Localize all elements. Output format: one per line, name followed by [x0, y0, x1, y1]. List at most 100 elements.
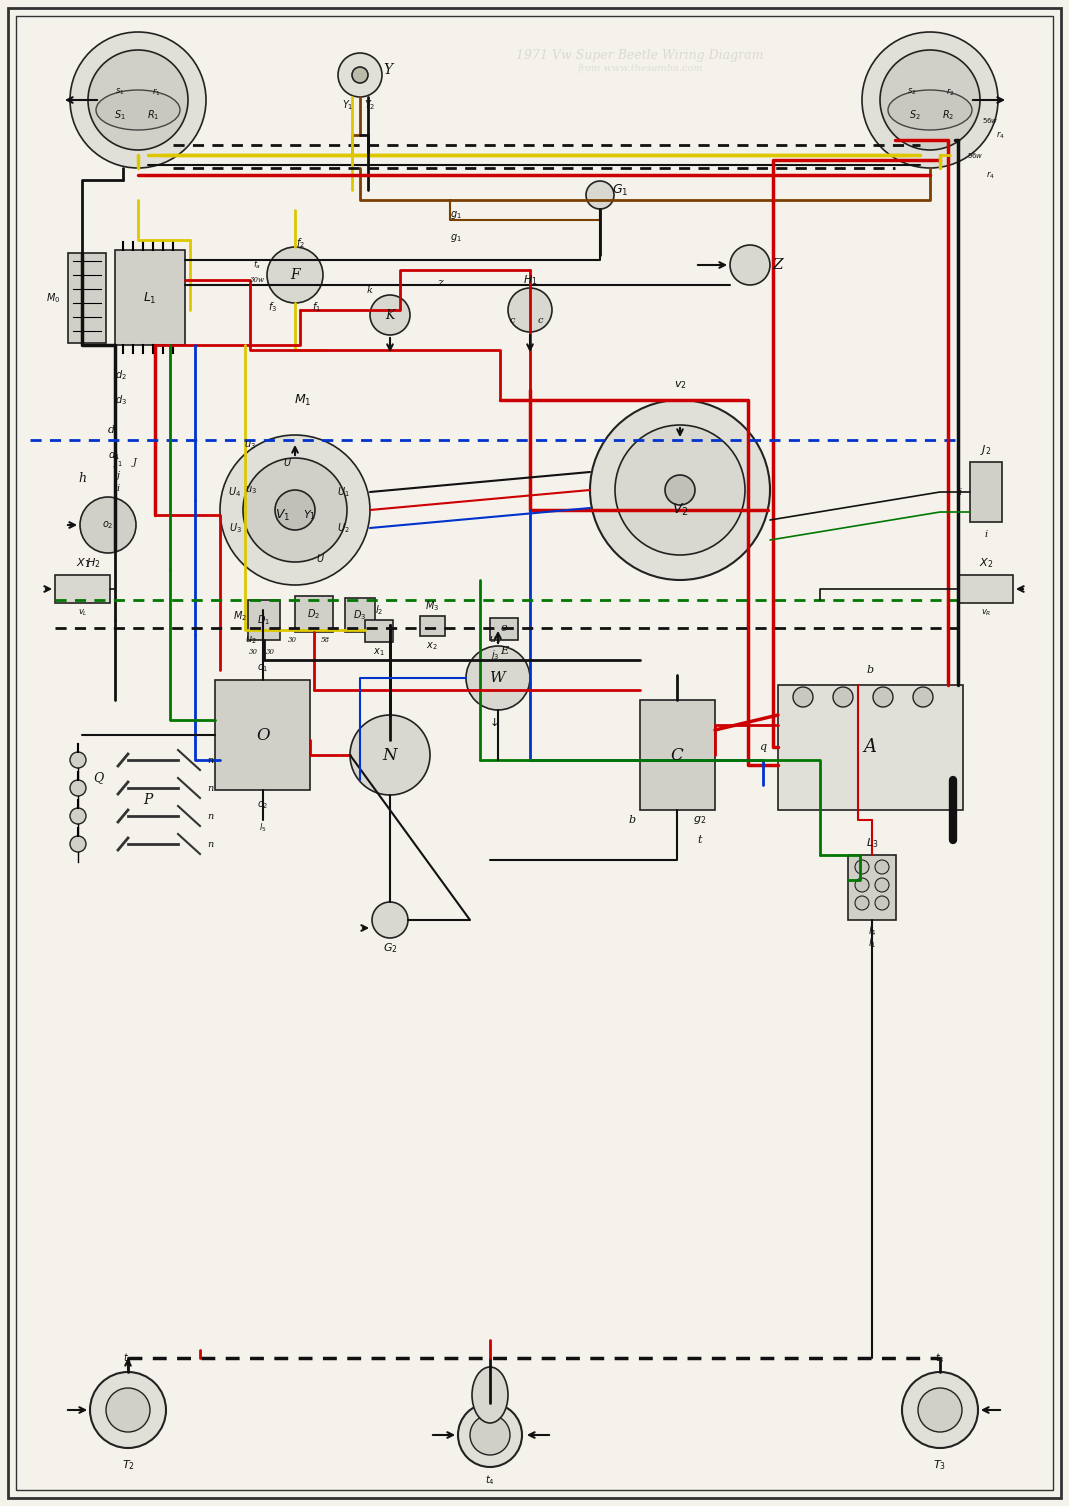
Text: $Y_1$: $Y_1$ [304, 508, 316, 523]
Text: $G_2$: $G_2$ [383, 941, 398, 955]
Circle shape [370, 295, 410, 334]
Text: k: k [367, 286, 373, 295]
Text: $r_4$: $r_4$ [995, 130, 1005, 140]
Text: $x_2$: $x_2$ [427, 640, 438, 652]
Circle shape [466, 646, 530, 709]
Text: q: q [759, 742, 766, 751]
Text: n: n [207, 839, 213, 848]
Text: $V_1$: $V_1$ [276, 508, 291, 523]
Text: $d_1$: $d_1$ [108, 449, 120, 462]
Text: $u_3$: $u_3$ [245, 483, 257, 495]
Text: $t_4$: $t_4$ [485, 1473, 495, 1486]
Circle shape [913, 687, 933, 706]
Bar [365, 620, 393, 642]
Circle shape [615, 425, 745, 556]
Text: $M_1$: $M_1$ [294, 393, 312, 408]
Bar [970, 462, 1002, 523]
Text: $X_1$: $X_1$ [76, 556, 90, 569]
Text: W: W [491, 672, 506, 685]
Text: $56w$: $56w$ [966, 151, 983, 160]
Text: $56w$: $56w$ [981, 116, 998, 125]
Bar [420, 616, 445, 636]
Text: $l_2$: $l_2$ [375, 602, 383, 617]
Text: Z: Z [773, 258, 784, 273]
Text: $U_1$: $U_1$ [337, 485, 350, 498]
Text: $M_0$: $M_0$ [46, 291, 60, 304]
Text: 30: 30 [248, 648, 258, 657]
Text: c: c [538, 315, 543, 324]
Bar [248, 599, 280, 640]
Text: $\downarrow$: $\downarrow$ [487, 715, 498, 727]
Text: $r_4$: $r_4$ [986, 169, 994, 181]
Text: $o_1$: $o_1$ [258, 663, 268, 673]
Text: e: e [500, 623, 508, 633]
Text: $v_L$: $v_L$ [78, 608, 88, 619]
Text: C: C [670, 747, 683, 764]
Text: 30: 30 [265, 648, 275, 657]
Text: $L_3$: $L_3$ [866, 836, 879, 849]
Text: i: i [117, 483, 120, 492]
Text: Y: Y [384, 63, 392, 77]
Text: $S_2$: $S_2$ [909, 108, 920, 122]
Text: P: P [143, 794, 153, 807]
Text: $U_2$: $U_2$ [337, 521, 350, 535]
Bar [115, 250, 185, 345]
Circle shape [873, 687, 893, 706]
Text: $o_2$: $o_2$ [258, 800, 268, 810]
Circle shape [275, 489, 315, 530]
Circle shape [586, 181, 614, 209]
Circle shape [665, 474, 695, 505]
Text: $o_2$: $o_2$ [103, 520, 113, 532]
Bar [295, 596, 334, 633]
Bar [215, 681, 310, 791]
Circle shape [833, 687, 853, 706]
Text: $g_1$: $g_1$ [450, 232, 462, 244]
Circle shape [730, 245, 770, 285]
Ellipse shape [888, 90, 972, 130]
Bar [778, 685, 963, 810]
Circle shape [590, 401, 770, 580]
Circle shape [876, 896, 889, 910]
Text: $D_1$: $D_1$ [258, 613, 270, 626]
Text: $v_2$: $v_2$ [673, 380, 686, 392]
Circle shape [876, 878, 889, 892]
Circle shape [69, 809, 86, 824]
Text: $g_2$: $g_2$ [694, 815, 707, 825]
Text: $M_2$: $M_2$ [233, 608, 247, 623]
Text: $T_3$: $T_3$ [933, 1458, 946, 1471]
Text: $H_2$: $H_2$ [86, 556, 100, 569]
Text: $r_1$: $r_1$ [152, 86, 160, 98]
Text: 30w: 30w [249, 276, 264, 285]
Bar [490, 617, 518, 640]
Text: j: j [117, 470, 120, 479]
Text: c: c [509, 315, 515, 324]
Circle shape [918, 1389, 962, 1432]
Text: i: i [959, 488, 961, 497]
Circle shape [338, 53, 382, 96]
Text: n: n [207, 812, 213, 821]
Circle shape [69, 836, 86, 852]
Text: n: n [207, 783, 213, 792]
Circle shape [855, 878, 869, 892]
Text: $H_1$: $H_1$ [523, 273, 538, 288]
Text: K: K [385, 309, 394, 321]
Text: $U_4$: $U_4$ [229, 485, 242, 498]
Text: $u_3$: $u_3$ [244, 440, 255, 450]
Circle shape [88, 50, 188, 151]
Circle shape [267, 247, 323, 303]
Circle shape [220, 435, 370, 584]
Text: $t_3$: $t_3$ [935, 1351, 945, 1364]
Text: $U$: $U$ [282, 456, 292, 468]
Text: N: N [383, 747, 398, 764]
Circle shape [69, 780, 86, 797]
Text: 58: 58 [321, 636, 329, 645]
Text: $t_2$: $t_2$ [123, 1351, 133, 1364]
Text: 30: 30 [288, 636, 296, 645]
Text: $R_1$: $R_1$ [146, 108, 159, 122]
Text: $f_3$: $f_3$ [268, 300, 278, 313]
Text: $f_a$: $f_a$ [253, 259, 261, 271]
Text: $L_1$: $L_1$ [143, 291, 157, 306]
Bar [958, 575, 1013, 602]
Text: $f_2$: $f_2$ [295, 236, 305, 250]
Text: $d_2$: $d_2$ [115, 367, 127, 383]
